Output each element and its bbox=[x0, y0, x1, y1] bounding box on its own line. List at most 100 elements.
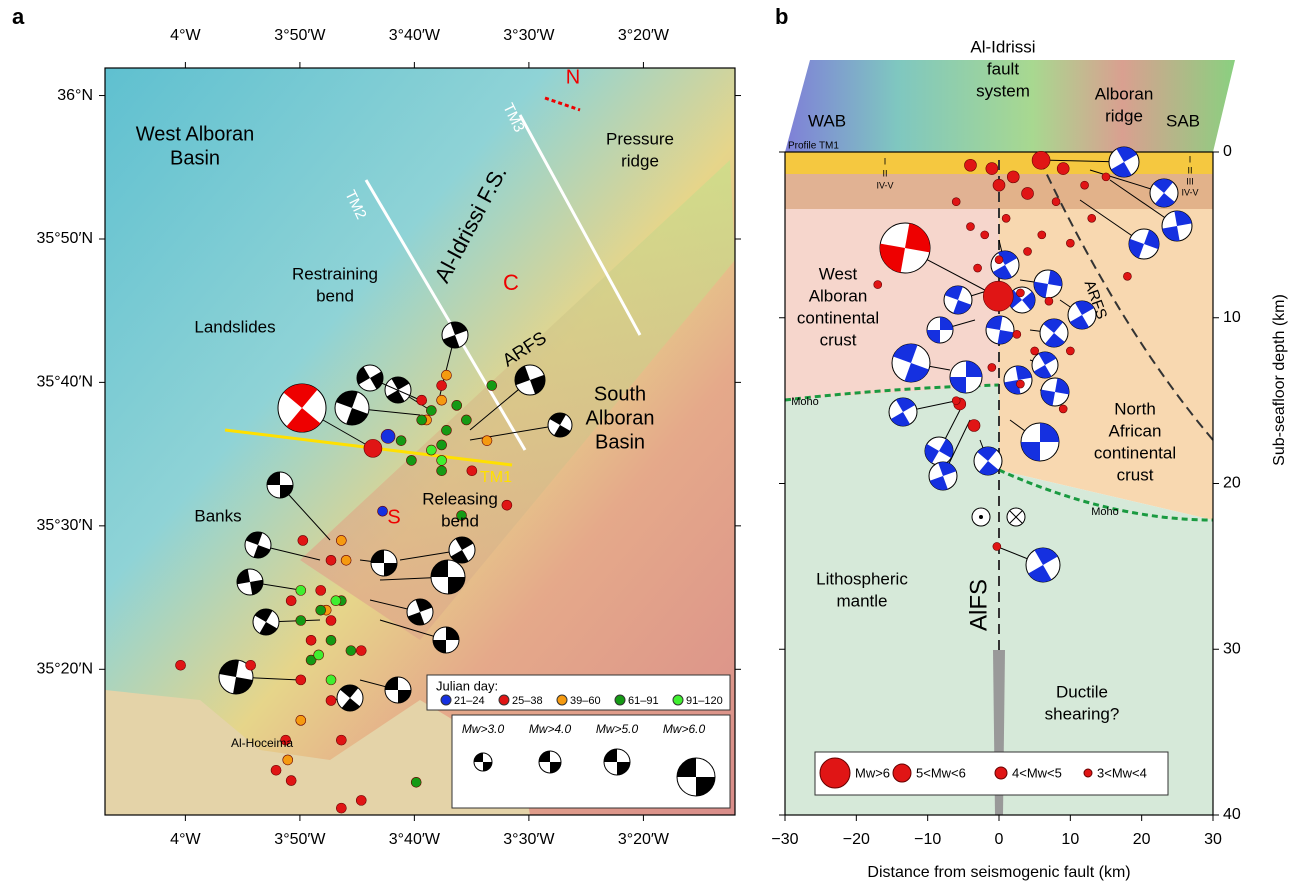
event bbox=[436, 465, 447, 477]
focal-quadrant bbox=[1162, 226, 1180, 241]
event bbox=[1080, 180, 1089, 190]
event bbox=[345, 645, 357, 656]
event bbox=[297, 535, 309, 546]
legend-label: 4<Mw<5 bbox=[1012, 765, 1062, 780]
event bbox=[305, 634, 317, 646]
focal-quadrant bbox=[340, 685, 359, 698]
focal-quadrant bbox=[431, 560, 448, 577]
event bbox=[967, 419, 981, 432]
event bbox=[992, 542, 1002, 551]
event bbox=[406, 455, 417, 466]
annotation: African bbox=[1109, 421, 1162, 440]
x-tick-label: 3°50′W bbox=[274, 831, 326, 848]
focal-quadrant bbox=[1055, 378, 1069, 395]
annotation: IV-V bbox=[1181, 187, 1198, 197]
focal-quadrant bbox=[233, 677, 253, 695]
y-tick-label: 36°N bbox=[57, 87, 93, 104]
event bbox=[295, 715, 307, 726]
focal-quadrant bbox=[474, 753, 483, 762]
focal-quadrant bbox=[254, 609, 273, 622]
event bbox=[1001, 214, 1011, 223]
event bbox=[336, 802, 347, 814]
event bbox=[315, 585, 327, 596]
annotation: North bbox=[1114, 399, 1156, 418]
event bbox=[951, 396, 961, 405]
focal-quadrant bbox=[893, 344, 918, 363]
annotation: S bbox=[387, 506, 400, 528]
annotation: crust bbox=[820, 330, 857, 349]
legend-label: 61–91 bbox=[628, 695, 659, 707]
event bbox=[175, 659, 186, 671]
annotation: Basin bbox=[595, 431, 645, 453]
focal-quadrant bbox=[385, 677, 398, 690]
focal-quadrant bbox=[986, 315, 1003, 330]
magnitude-legend-box bbox=[814, 751, 1169, 796]
focal-quadrant bbox=[1045, 333, 1065, 347]
focal-quadrant bbox=[992, 265, 1012, 279]
relief-block bbox=[785, 60, 1235, 152]
event bbox=[355, 795, 367, 806]
focal-quadrant bbox=[286, 408, 321, 432]
event bbox=[451, 400, 463, 411]
event bbox=[436, 455, 447, 466]
annotation: C bbox=[503, 270, 519, 295]
event bbox=[380, 429, 396, 444]
annotation: system bbox=[976, 81, 1030, 100]
x-tick-label: −20 bbox=[843, 831, 870, 848]
x-tick-label: 4°W bbox=[170, 831, 201, 848]
size-legend-label: Mw>5.0 bbox=[596, 722, 639, 736]
focal-quadrant bbox=[442, 335, 460, 349]
annotation: Releasing bbox=[422, 489, 498, 508]
profile-tm2 bbox=[364, 179, 527, 451]
event bbox=[325, 615, 337, 626]
size-legend-box bbox=[451, 714, 731, 809]
annotation: Pressure bbox=[606, 129, 674, 148]
focal-quadrant bbox=[341, 698, 360, 712]
focal-quadrant bbox=[1015, 366, 1032, 380]
annotation: SAB bbox=[1166, 111, 1200, 130]
event bbox=[1030, 346, 1039, 356]
annotation: Ductile bbox=[1056, 682, 1108, 701]
focal-quadrant bbox=[554, 425, 571, 437]
event bbox=[295, 585, 307, 596]
event bbox=[1044, 296, 1054, 306]
annotation: Landslides bbox=[194, 317, 275, 336]
event bbox=[436, 439, 447, 451]
annotation: shearing? bbox=[1045, 704, 1120, 723]
x-tick-label: 30 bbox=[1204, 831, 1222, 848]
event bbox=[436, 394, 447, 406]
focal-quadrant bbox=[617, 762, 630, 775]
event bbox=[285, 775, 297, 786]
moho-west bbox=[784, 383, 1000, 402]
focal-quadrant bbox=[280, 485, 293, 498]
event bbox=[416, 394, 428, 406]
event bbox=[377, 505, 388, 517]
annotation: Moho bbox=[1091, 506, 1119, 518]
x-tick-label: 3°20′W bbox=[618, 831, 670, 848]
y-axis-title: Sub-seafloor depth (km) bbox=[1271, 294, 1288, 466]
focal-quadrant bbox=[398, 690, 411, 703]
focal-quadrant bbox=[904, 363, 929, 383]
event bbox=[441, 369, 452, 381]
focal-quadrant bbox=[336, 391, 358, 408]
focal-quadrant bbox=[1043, 319, 1063, 333]
y-tick-label: 0 bbox=[1223, 143, 1232, 160]
annotation: crust bbox=[1117, 465, 1154, 484]
focal-quadrant bbox=[1022, 291, 1035, 310]
map-frame bbox=[104, 67, 736, 816]
focal-quadrant bbox=[384, 563, 397, 576]
focal-quadrant bbox=[259, 622, 278, 635]
profile-n bbox=[544, 96, 581, 112]
event bbox=[1123, 272, 1132, 281]
panel-label: a bbox=[12, 4, 25, 29]
event bbox=[964, 158, 977, 172]
event bbox=[363, 439, 383, 458]
x-tick-label: 3°30′W bbox=[503, 27, 555, 44]
x-tick-label: 3°40′W bbox=[389, 27, 441, 44]
focal-quadrant bbox=[448, 577, 465, 594]
focal-quadrant bbox=[1111, 162, 1132, 177]
focal-quadrant bbox=[1048, 270, 1063, 287]
y-tick-label: 35°30′N bbox=[36, 517, 93, 534]
focal-quadrant bbox=[550, 762, 561, 773]
x-tick-label: 3°50′W bbox=[274, 27, 326, 44]
